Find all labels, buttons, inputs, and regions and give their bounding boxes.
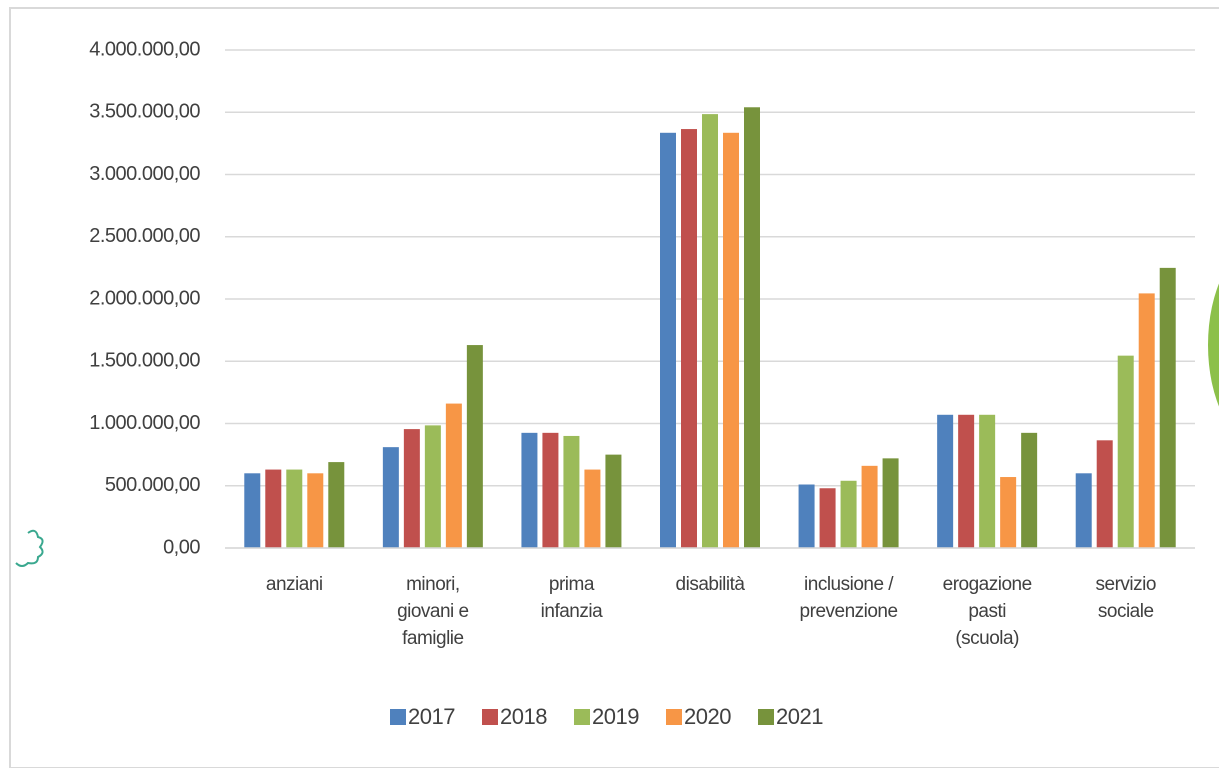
bar <box>265 469 282 548</box>
bar <box>244 473 261 548</box>
x-tick-label: servizio sociale <box>1096 574 1156 622</box>
bar <box>1138 293 1155 548</box>
bar <box>424 425 441 548</box>
bar <box>1000 477 1017 548</box>
legend-swatch <box>666 709 682 725</box>
bar <box>744 107 760 549</box>
x-tick-label: minori, giovani e famiglie <box>397 574 469 649</box>
legend-swatch <box>758 709 774 725</box>
legend-label: 2018 <box>500 704 547 729</box>
bar <box>702 114 718 549</box>
bar <box>286 469 303 548</box>
x-tick-label: inclusione / prevenzione <box>800 574 898 622</box>
legend-label: 2017 <box>408 704 455 729</box>
bar <box>882 458 899 548</box>
bar <box>382 447 399 548</box>
legend-label: 2019 <box>592 704 639 729</box>
bar <box>1117 355 1134 548</box>
bar <box>1159 267 1176 548</box>
y-tick-label: 1.000.000,00 <box>89 412 200 434</box>
bar <box>307 473 324 548</box>
legend-label: 2020 <box>684 704 731 729</box>
y-tick-label: 4.000.000,00 <box>89 38 200 60</box>
chart-frame <box>9 7 1219 768</box>
bar <box>466 345 483 548</box>
x-tick-label: prima infanzia <box>541 574 603 622</box>
legend-swatch <box>390 709 406 725</box>
bar <box>403 429 420 548</box>
decoration-circle <box>1208 283 1219 407</box>
x-tick-label: disabilità <box>676 574 746 595</box>
y-tick-label: 1.500.000,00 <box>89 350 200 372</box>
legend-swatch <box>482 709 498 725</box>
bar <box>1021 432 1038 548</box>
bar <box>979 414 996 548</box>
x-tick-label: erogazione pasti (scuola) <box>943 574 1032 649</box>
bar <box>1075 473 1092 548</box>
y-tick-label: 3.000.000,00 <box>89 163 200 185</box>
y-tick-label: 2.500.000,00 <box>89 225 200 247</box>
bar <box>1096 440 1113 548</box>
bar <box>681 129 697 548</box>
bar <box>958 414 975 548</box>
bar <box>723 132 739 549</box>
x-tick-label: anziani <box>266 574 323 595</box>
bar <box>660 132 676 549</box>
decoration-icon <box>15 529 44 567</box>
y-tick-label: 3.500.000,00 <box>89 101 200 123</box>
y-tick-label: 500.000,00 <box>105 474 200 496</box>
bar <box>584 469 601 548</box>
bar <box>605 454 622 548</box>
bar <box>328 462 345 548</box>
legend-label: 2021 <box>776 704 823 729</box>
y-tick-label: 0,00 <box>163 536 200 558</box>
legend-swatch <box>574 709 590 725</box>
bar <box>840 480 857 548</box>
bar <box>819 488 836 548</box>
bar <box>521 432 538 548</box>
bar <box>937 414 954 548</box>
bar <box>861 465 878 548</box>
bar <box>542 432 559 548</box>
y-tick-label: 2.000.000,00 <box>89 287 200 309</box>
bar <box>563 435 580 548</box>
bar <box>798 484 815 548</box>
bar <box>445 403 462 548</box>
